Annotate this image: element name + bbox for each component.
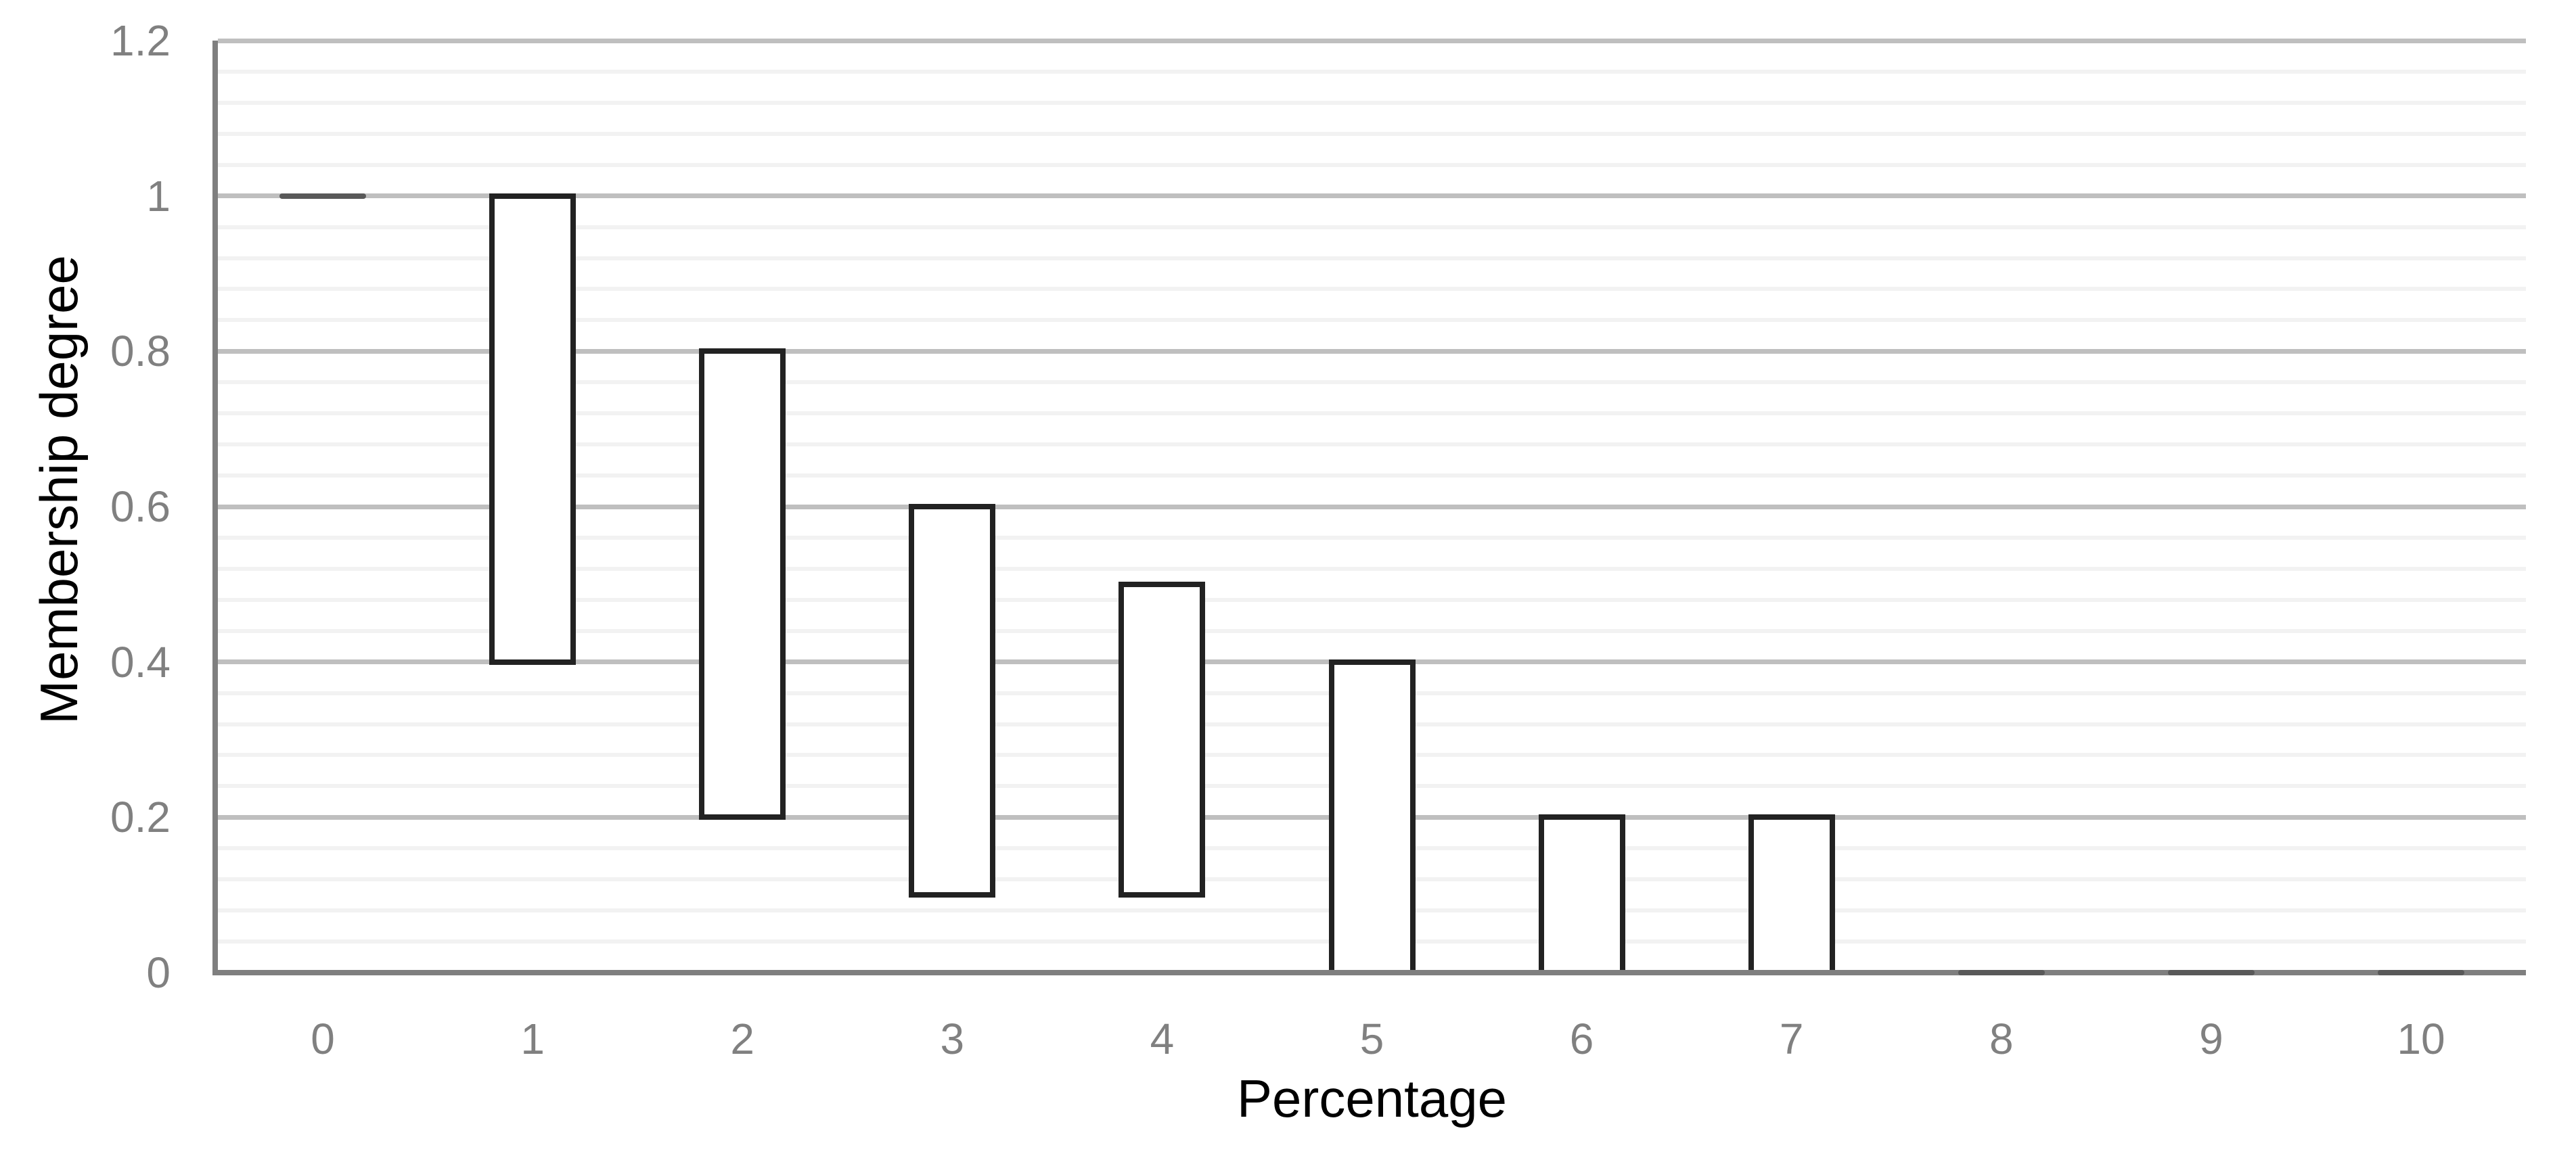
zero-range-dash-10 bbox=[2377, 970, 2464, 975]
minor-gridline bbox=[218, 411, 2526, 416]
minor-gridline bbox=[218, 69, 2526, 74]
minor-gridline bbox=[218, 442, 2526, 447]
minor-gridline bbox=[218, 318, 2526, 323]
minor-gridline bbox=[218, 535, 2526, 540]
range-bar-2 bbox=[699, 348, 786, 820]
x-tick-label: 0 bbox=[311, 1015, 335, 1063]
x-tick-label: 2 bbox=[730, 1015, 755, 1063]
minor-gridline bbox=[218, 100, 2526, 105]
x-tick-label: 9 bbox=[2199, 1015, 2223, 1063]
y-tick-label: 0.6 bbox=[110, 482, 171, 531]
x-tick-label: 4 bbox=[1150, 1015, 1175, 1063]
x-tick-label: 6 bbox=[1569, 1015, 1594, 1063]
major-gridline bbox=[218, 38, 2526, 43]
range-bar-3 bbox=[909, 504, 996, 898]
x-axis-title: Percentage bbox=[1237, 1069, 1507, 1128]
range-bar-6 bbox=[1538, 814, 1625, 975]
zero-range-dash-8 bbox=[1958, 970, 2045, 975]
minor-gridline bbox=[218, 287, 2526, 292]
x-tick-label: 7 bbox=[1779, 1015, 1804, 1063]
x-axis-line bbox=[212, 970, 2526, 975]
range-bar-5 bbox=[1328, 659, 1416, 975]
major-gridline bbox=[218, 348, 2526, 354]
range-bar-1 bbox=[489, 193, 577, 665]
x-tick-label: 1 bbox=[520, 1015, 545, 1063]
x-tick-label: 8 bbox=[1989, 1015, 2014, 1063]
minor-gridline bbox=[218, 597, 2526, 602]
x-tick-label: 5 bbox=[1359, 1015, 1384, 1063]
minor-gridline bbox=[218, 225, 2526, 229]
y-tick-label: 0.8 bbox=[110, 327, 171, 376]
y-tick-label: 1 bbox=[146, 171, 171, 221]
plot-area bbox=[218, 38, 2526, 975]
minor-gridline bbox=[218, 628, 2526, 633]
zero-range-dash-0 bbox=[279, 193, 367, 199]
minor-gridline bbox=[218, 131, 2526, 136]
major-gridline bbox=[218, 504, 2526, 509]
y-tick-label: 0.2 bbox=[110, 793, 171, 842]
minor-gridline bbox=[218, 473, 2526, 478]
minor-gridline bbox=[218, 566, 2526, 571]
minor-gridline bbox=[218, 380, 2526, 385]
y-tick-label: 0 bbox=[146, 948, 171, 997]
minor-gridline bbox=[218, 162, 2526, 167]
x-tick-label: 3 bbox=[940, 1015, 965, 1063]
y-axis-line bbox=[212, 41, 218, 975]
y-tick-label: 0.4 bbox=[110, 637, 171, 687]
y-tick-label: 1.2 bbox=[110, 16, 171, 65]
major-gridline bbox=[218, 193, 2526, 199]
range-bar-4 bbox=[1118, 581, 1206, 898]
minor-gridline bbox=[218, 256, 2526, 260]
x-tick-label: 10 bbox=[2397, 1015, 2445, 1063]
zero-range-dash-9 bbox=[2167, 970, 2255, 975]
range-bar-7 bbox=[1748, 814, 1835, 975]
